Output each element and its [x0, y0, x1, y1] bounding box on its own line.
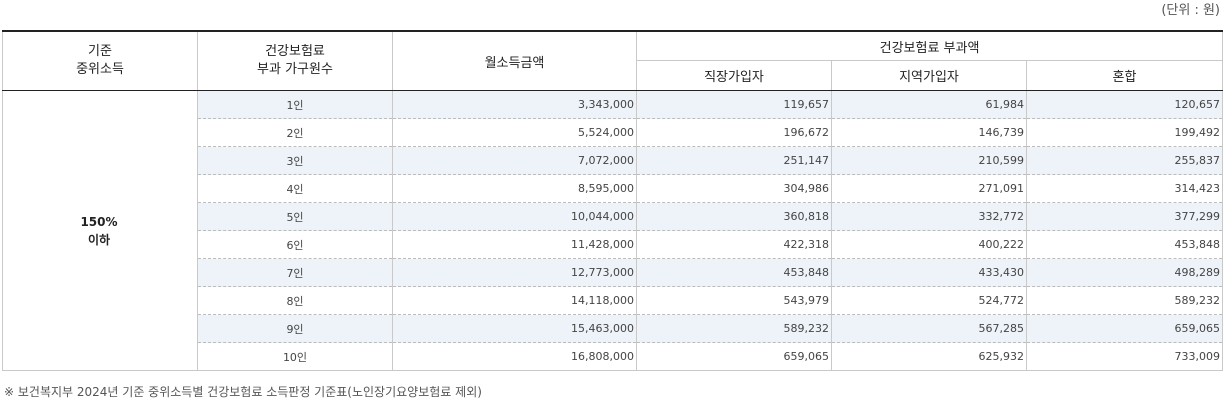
mixed-cell: 255,837 [1025, 146, 1224, 175]
regional-cell: 61,984 [831, 90, 1027, 119]
table-row: 2인 5,524,000 196,672 146,739 199,492 [3, 118, 1224, 147]
table-row: 5인 10,044,000 360,818 332,772 377,299 [3, 202, 1224, 231]
people-cell: 1인 [197, 90, 393, 119]
regional-cell: 146,739 [831, 118, 1027, 147]
mixed-cell: 120,657 [1025, 90, 1224, 119]
mixed-cell: 498,289 [1025, 258, 1224, 287]
employee-cell: 453,848 [636, 258, 832, 287]
table-row: 9인 15,463,000 589,232 567,285 659,065 [3, 314, 1224, 343]
employee-cell: 196,672 [636, 118, 832, 147]
mixed-cell: 659,065 [1025, 314, 1224, 343]
people-cell: 5인 [197, 202, 393, 231]
header-mixed: 혼합 [1025, 60, 1224, 91]
header-household-line1: 건강보험료 [265, 44, 325, 59]
regional-cell: 524,772 [831, 286, 1027, 315]
employee-cell: 543,979 [636, 286, 832, 315]
people-cell: 4인 [197, 174, 393, 203]
income-cell: 3,343,000 [392, 90, 637, 119]
mixed-cell: 453,848 [1025, 230, 1224, 259]
regional-cell: 433,430 [831, 258, 1027, 287]
table-row: 6인 11,428,000 422,318 400,222 453,848 [3, 230, 1224, 259]
table-row: 10인 16,808,000 659,065 625,932 733,009 [3, 342, 1224, 371]
employee-cell: 422,318 [636, 230, 832, 259]
mixed-cell: 199,492 [1025, 118, 1224, 147]
table-row: 8인 14,118,000 543,979 524,772 589,232 [3, 286, 1224, 315]
header-regional: 지역가입자 [831, 60, 1027, 91]
income-cell: 7,072,000 [392, 146, 637, 175]
mixed-cell: 589,232 [1025, 286, 1224, 315]
income-cell: 11,428,000 [392, 230, 637, 259]
standard-line2: 이하 [87, 232, 111, 247]
header-monthly-income: 월소득금액 [392, 30, 637, 91]
unit-label: (단위 : 원) [1161, 3, 1220, 18]
income-cell: 16,808,000 [392, 342, 637, 371]
income-cell: 15,463,000 [392, 314, 637, 343]
income-cell: 5,524,000 [392, 118, 637, 147]
people-cell: 10인 [197, 342, 393, 371]
footnote: ※ 보건복지부 2024년 기준 중위소득별 건강보험료 소득판정 기준표(노인… [4, 385, 482, 399]
regional-cell: 400,222 [831, 230, 1027, 259]
standard-income-cell: 150% 이하 [2, 90, 198, 371]
income-cell: 12,773,000 [392, 258, 637, 287]
header-standard-line1: 기준 [88, 44, 112, 59]
header-standard-line2: 중위소득 [76, 62, 124, 77]
regional-cell: 271,091 [831, 174, 1027, 203]
header-standard-income: 기준 중위소득 [2, 30, 198, 91]
header-household-size: 건강보험료 부과 가구원수 [197, 30, 393, 91]
header-household-line2: 부과 가구원수 [257, 62, 333, 77]
regional-cell: 332,772 [831, 202, 1027, 231]
regional-cell: 567,285 [831, 314, 1027, 343]
employee-cell: 659,065 [636, 342, 832, 371]
regional-cell: 625,932 [831, 342, 1027, 371]
employee-cell: 360,818 [636, 202, 832, 231]
income-cell: 14,118,000 [392, 286, 637, 315]
income-cell: 8,595,000 [392, 174, 637, 203]
mixed-cell: 314,423 [1025, 174, 1224, 203]
header-premium-group: 건강보험료 부과액 [635, 30, 1224, 61]
people-cell: 3인 [197, 146, 393, 175]
table-body: 150% 이하 1인 3,343,000 119,657 61,984 120,… [2, 90, 1224, 371]
employee-cell: 251,147 [636, 146, 832, 175]
income-cell: 10,044,000 [392, 202, 637, 231]
table-row: 150% 이하 1인 3,343,000 119,657 61,984 120,… [2, 90, 1224, 371]
mixed-cell: 377,299 [1025, 202, 1224, 231]
premium-table: 기준 중위소득 건강보험료 부과 가구원수 월소득금액 건강보험료 부과액 직장… [2, 30, 1224, 371]
table-row: 4인 8,595,000 304,986 271,091 314,423 [3, 174, 1224, 203]
regional-cell: 210,599 [831, 146, 1027, 175]
header-employee: 직장가입자 [636, 60, 832, 91]
table-row: 7인 12,773,000 453,848 433,430 498,289 [3, 258, 1224, 287]
table-row: 3인 7,072,000 251,147 210,599 255,837 [3, 146, 1224, 175]
people-cell: 2인 [197, 118, 393, 147]
employee-cell: 119,657 [636, 90, 832, 119]
employee-cell: 304,986 [636, 174, 832, 203]
standard-line1: 150% [80, 214, 118, 229]
employee-cell: 589,232 [636, 314, 832, 343]
mixed-cell: 733,009 [1025, 342, 1224, 371]
people-cell: 8인 [197, 286, 393, 315]
people-cell: 9인 [197, 314, 393, 343]
people-cell: 6인 [197, 230, 393, 259]
people-cell: 7인 [197, 258, 393, 287]
